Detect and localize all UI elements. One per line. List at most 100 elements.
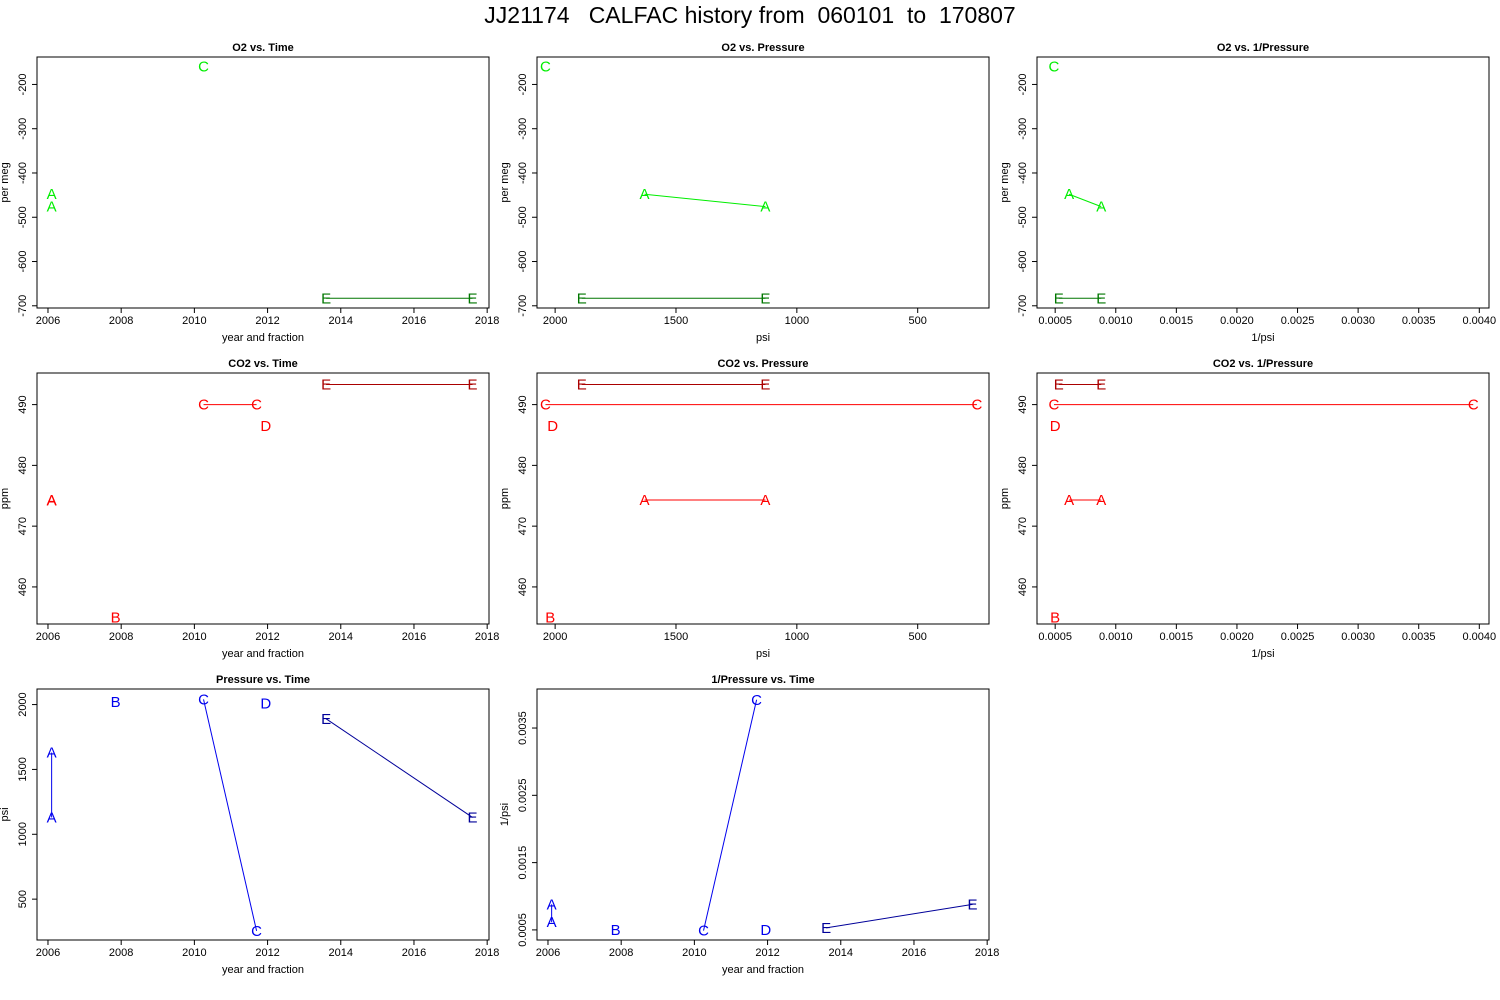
y-tick-label: -600 [1017,251,1029,273]
x-axis-label: year and fraction [222,964,304,976]
y-tick-label: -500 [1017,206,1029,228]
point-label-c: C [251,923,262,940]
point-label-e: E [1054,290,1064,307]
y-tick-label: 460 [17,578,29,596]
x-axis-label: year and fraction [222,648,304,660]
point-label-a: A [1096,199,1106,216]
point-label-c: C [198,397,209,414]
series-line [644,193,766,208]
point-label-e: E [821,920,831,937]
x-tick-label: 1000 [785,631,809,643]
x-axis-label: psi [756,332,770,344]
point-label-c: C [251,397,262,414]
chart-title: 1/Pressure vs. Time [711,674,814,686]
y-tick-label: -400 [17,162,29,184]
series-line [1068,193,1102,208]
point-label-a: A [47,492,57,509]
point-label-a: A [47,186,57,203]
point-label-e: E [468,809,478,826]
y-axis-label: ppm [0,488,11,509]
y-tick-label: -600 [517,251,529,273]
y-tick-label: -700 [17,295,29,317]
point-label-e: E [760,377,770,394]
point-label-c: C [540,59,551,76]
x-axis-label: year and fraction [722,964,804,976]
x-tick-label: 1000 [785,315,809,327]
x-tick-label: 2016 [402,631,426,643]
x-tick-label: 0.0025 [1281,631,1315,643]
x-tick-label: 0.0025 [1281,315,1315,327]
chart-panel-5: CO2 vs. Pressure psi ppm 2000 1500 1000 500 460… [499,358,990,660]
y-tick-label: -400 [1017,162,1029,184]
point-label-a: A [760,492,770,509]
point-label-a: A [640,186,650,203]
plot-frame [1036,56,1490,309]
point-label-e: E [968,896,978,913]
x-tick-label: 2006 [36,947,60,959]
plot-frame [536,56,990,309]
point-label-e: E [1096,290,1106,307]
chart-panel-6: CO2 vs. 1/Pressure 1/psi ppm 0.0005 0.0010 0.… [999,358,1496,660]
series-line [703,699,758,931]
series-line [203,699,258,932]
point-label-c: C [198,59,209,76]
x-tick-label: 2008 [109,947,133,959]
point-label-e: E [321,290,331,307]
point-label-a: A [1096,492,1106,509]
y-axis-label: per meg [499,162,511,202]
x-tick-label: 2006 [36,315,60,327]
x-tick-label: 2016 [902,947,926,959]
point-label-c: C [698,923,709,940]
x-tick-label: 2012 [255,631,279,643]
x-tick-label: 2012 [755,947,779,959]
x-tick-label: 500 [909,631,927,643]
point-label-e: E [321,711,331,728]
point-label-b: B [1050,609,1060,626]
chart-panel-3: O2 vs. 1/Pressure 1/psi per meg 0.0005 0.001… [999,42,1496,344]
point-label-e: E [1054,377,1064,394]
chart-panel-2: O2 vs. Pressure psi per meg 2000 1500 1000 500… [499,42,990,344]
y-tick-label: 490 [1017,395,1029,413]
y-tick-label: -300 [1017,118,1029,140]
chart-title: CO2 vs. Time [228,358,298,370]
y-tick-label: 0.0015 [517,846,529,880]
x-tick-label: 2014 [329,315,353,327]
y-tick-label: 470 [517,517,529,535]
y-axis-label: ppm [999,488,1011,509]
y-tick-label: -600 [17,251,29,273]
point-label-c: C [198,691,209,708]
point-label-d: D [260,418,271,435]
y-tick-label: 490 [517,395,529,413]
y-axis-label: per meg [0,162,11,202]
x-tick-label: 0.0040 [1462,315,1496,327]
x-tick-label: 0.0035 [1402,631,1436,643]
y-tick-label: -400 [517,162,529,184]
point-label-a: A [47,199,57,216]
y-tick-label: 460 [517,578,529,596]
point-label-a: A [47,809,57,826]
y-tick-label: 1000 [17,822,29,846]
x-tick-label: 2000 [543,315,567,327]
y-tick-label: 0.0025 [517,778,529,812]
x-tick-label: 2018 [475,315,499,327]
point-label-e: E [468,377,478,394]
y-tick-label: -200 [17,73,29,95]
y-tick-label: -200 [1017,73,1029,95]
chart-title: CO2 vs. Pressure [717,358,808,370]
point-label-a: A [547,914,557,931]
x-tick-label: 2016 [402,947,426,959]
point-label-a: A [1064,492,1074,509]
point-label-a: A [47,745,57,762]
x-tick-label: 0.0010 [1099,631,1133,643]
x-tick-label: 1500 [664,315,688,327]
point-label-d: D [1050,418,1061,435]
x-tick-label: 2014 [829,947,853,959]
y-axis-label: 1/psi [499,803,511,826]
y-tick-label: 480 [17,456,29,474]
x-axis-label: year and fraction [222,332,304,344]
y-tick-label: -700 [1017,295,1029,317]
x-tick-label: 2010 [182,631,206,643]
series-line [325,718,473,818]
x-tick-label: 2012 [255,315,279,327]
